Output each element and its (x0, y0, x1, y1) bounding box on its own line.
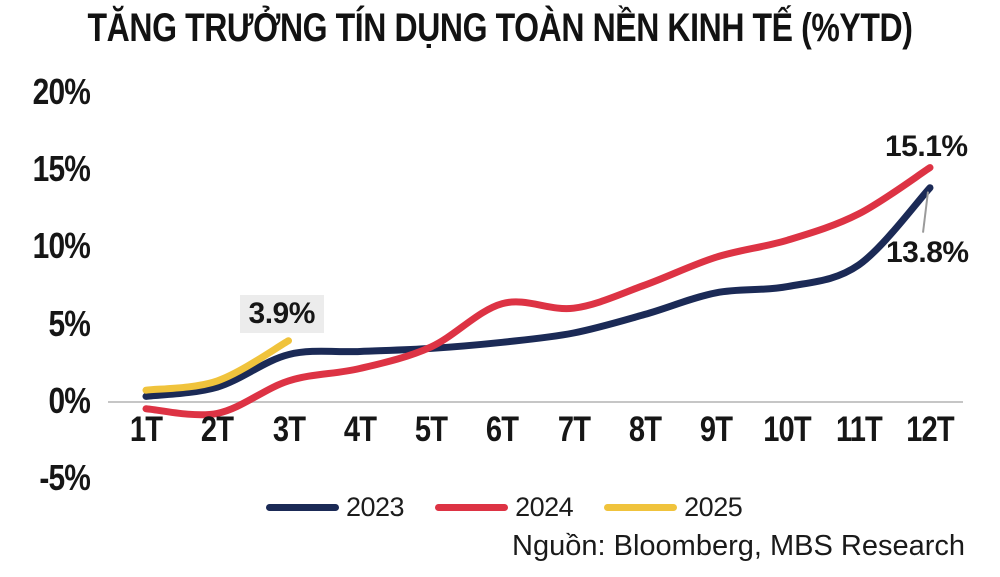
series-line-2023 (142, 184, 934, 400)
legend-label-2025: 2025 (684, 492, 743, 522)
annotation-leader-line (922, 191, 929, 233)
series-line-2025 (142, 337, 292, 394)
x-axis-tick-label: 4T (343, 410, 377, 449)
x-axis-tick-label: 1T (129, 410, 163, 449)
legend-item-2024: 2024 (435, 492, 574, 522)
annotation-2025-value: 3.9% (239, 294, 324, 333)
source-credit: Nguồn: Bloomberg, MBS Research (512, 530, 965, 562)
legend-item-2023: 2023 (266, 492, 405, 522)
chart-title: TĂNG TRƯỞNG TÍN DỤNG TOÀN NỀN KINH TẾ (%… (87, 6, 913, 50)
legend-swatch-2025 (604, 503, 678, 511)
annotation-2024-value: 15.1% (885, 129, 968, 163)
x-axis-tick-label: 7T (557, 410, 590, 449)
legend-item-2025: 2025 (604, 492, 743, 522)
legend-swatch-2023 (266, 503, 339, 511)
annotation-2023-value: 13.8% (886, 235, 969, 269)
x-axis-tick-label: 5T (414, 410, 448, 449)
x-axis-tick-label: 3T (272, 410, 305, 449)
y-axis-tick-label: 0% (48, 380, 90, 421)
chart-title-row: TĂNG TRƯỞNG TÍN DỤNG TOÀN NỀN KINH TẾ (%… (0, 4, 1000, 52)
legend-swatch-2024 (435, 503, 509, 511)
y-axis-tick-label: 10% (32, 225, 91, 267)
x-axis-tick-label: 10T (763, 410, 812, 449)
legend-label-2023: 2023 (346, 492, 405, 522)
x-axis-tick-label: 2T (201, 410, 234, 449)
series-line-2024 (142, 164, 934, 419)
y-axis-tick-label: -5% (39, 457, 90, 499)
x-axis-tick-label: 11T (835, 410, 883, 449)
y-axis-tick-label: 15% (32, 148, 91, 190)
x-axis-tick-label: 12T (906, 410, 954, 449)
x-axis-tick-label: 6T (486, 410, 519, 449)
x-axis-tick-label: 8T (628, 410, 662, 449)
x-axis-tick-label: 9T (700, 410, 733, 449)
y-axis-tick-label: 20% (32, 70, 91, 112)
legend-label-2024: 2024 (515, 492, 574, 522)
legend: 2023 2024 2025 (266, 492, 743, 522)
y-axis-tick-label: 5% (48, 302, 90, 344)
